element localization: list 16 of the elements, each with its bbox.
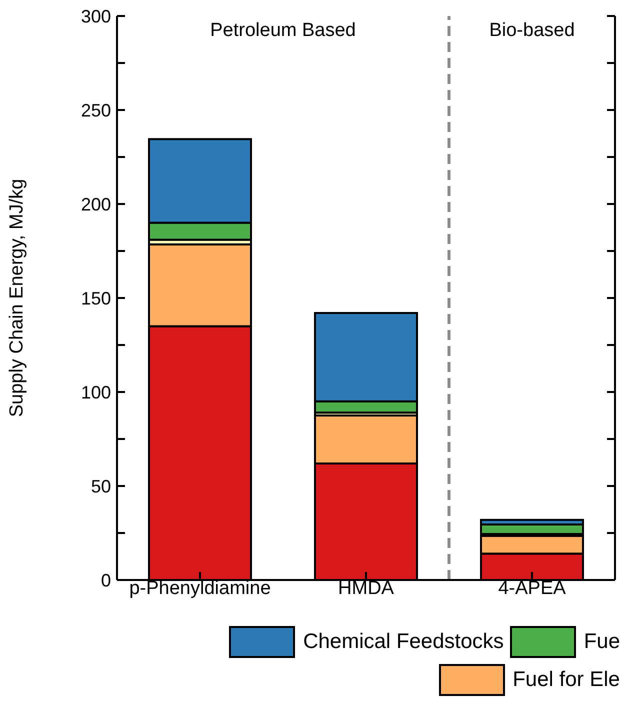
annotation: Petroleum Based bbox=[209, 20, 357, 42]
y-axis-title: Supply Chain Energy, MJ/kg bbox=[6, 178, 28, 418]
y-tick-label: 50 bbox=[90, 476, 111, 496]
x-tick-label: HMDA bbox=[338, 578, 394, 599]
x-tick-label: p-Phenyldiamine bbox=[129, 578, 271, 599]
y-tick-label: 200 bbox=[80, 194, 111, 214]
y-tick-label: 300 bbox=[80, 6, 111, 26]
y-tick-label: 100 bbox=[80, 382, 111, 402]
y-tick-label: 0 bbox=[100, 570, 111, 590]
y-tick-label: 150 bbox=[80, 288, 111, 308]
annotation: Bio-based bbox=[488, 20, 576, 42]
legend-label: Fue bbox=[584, 630, 620, 654]
y-tick-label: 250 bbox=[80, 100, 111, 120]
legend-label: Chemical Feedstocks bbox=[303, 630, 504, 654]
x-tick-label: 4-APEA bbox=[498, 578, 566, 599]
legend-label: Fuel for Ele bbox=[512, 668, 620, 692]
